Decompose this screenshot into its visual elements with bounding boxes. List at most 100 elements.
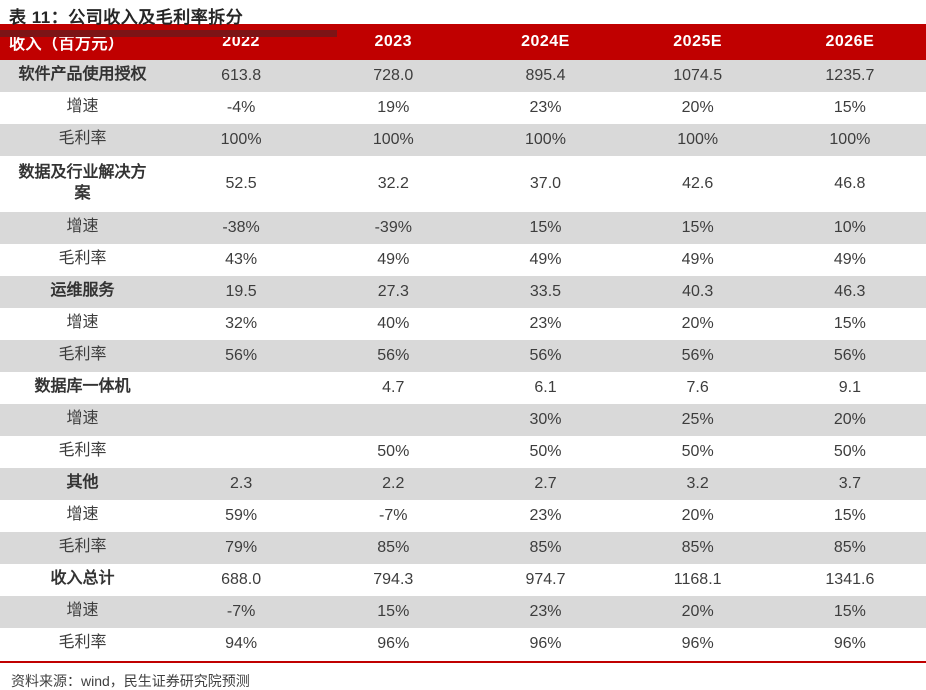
cell-value: 32%: [165, 308, 318, 340]
cell-value: 3.2: [621, 468, 774, 500]
cell-value: 19%: [317, 92, 470, 124]
table-row: 毛利率 79% 85% 85% 85% 85%: [0, 532, 926, 564]
table-row: 增速 59% -7% 23% 20% 15%: [0, 500, 926, 532]
cell-value: 1235.7: [773, 60, 926, 92]
row-label-metric: 毛利率: [0, 340, 165, 372]
row-label-category: 数据库一体机: [0, 372, 165, 404]
table-row: 增速 -7% 15% 23% 20% 15%: [0, 596, 926, 628]
cell-value: 728.0: [317, 60, 470, 92]
cell-value: 56%: [773, 340, 926, 372]
cell-value: 100%: [469, 124, 622, 156]
cell-value: 25%: [621, 404, 774, 436]
cell-value: 40.3: [621, 276, 774, 308]
row-label-text: 毛利率: [58, 634, 107, 652]
cell-value: 49%: [317, 244, 470, 276]
cell-value: [165, 436, 318, 468]
cell-value: 96%: [469, 628, 622, 660]
row-label-text: 收入总计: [50, 570, 115, 588]
row-label-text: 毛利率: [58, 130, 107, 148]
cell-value: 19.5: [165, 276, 318, 308]
column-header-year: 2023: [317, 24, 470, 60]
row-label-metric: 毛利率: [0, 532, 165, 564]
cell-value: [317, 404, 470, 436]
row-label-text: 增速: [66, 98, 99, 116]
cell-value: 4.7: [317, 372, 470, 404]
cell-value: 15%: [773, 92, 926, 124]
table-row: 收入总计 688.0 794.3 974.7 1168.1 1341.6: [0, 564, 926, 596]
table-header: 收入（百万元） 2022 2023 2024E 2025E 2026E: [0, 24, 926, 60]
cell-value: 46.8: [773, 156, 926, 212]
cell-value: 23%: [469, 308, 622, 340]
cell-value: 15%: [773, 308, 926, 340]
cell-value: 10%: [773, 212, 926, 244]
table-row: 数据库一体机 4.7 6.1 7.6 9.1: [0, 372, 926, 404]
cell-value: 23%: [469, 92, 622, 124]
table-row: 其他 2.3 2.2 2.7 3.2 3.7: [0, 468, 926, 500]
column-header-year: 2025E: [621, 24, 774, 60]
row-label-text: 毛利率: [58, 346, 107, 364]
cell-value: 15%: [773, 596, 926, 628]
table-row: 运维服务 19.5 27.3 33.5 40.3 46.3: [0, 276, 926, 308]
table-row: 毛利率 100% 100% 100% 100% 100%: [0, 124, 926, 156]
cell-value: 30%: [469, 404, 622, 436]
cell-value: 85%: [317, 532, 470, 564]
cell-value: 96%: [773, 628, 926, 660]
cell-value: 20%: [621, 596, 774, 628]
cell-value: 1168.1: [621, 564, 774, 596]
cell-value: 49%: [621, 244, 774, 276]
column-header-year: 2024E: [469, 24, 622, 60]
table-row: 数据及行业解决方案 52.5 32.2 37.0 42.6 46.8: [0, 156, 926, 212]
row-label-text: 增速: [66, 410, 99, 428]
cell-value: 20%: [621, 308, 774, 340]
title-underline-rule: [0, 30, 337, 37]
cell-value: 85%: [621, 532, 774, 564]
cell-value: 6.1: [469, 372, 622, 404]
cell-value: 49%: [773, 244, 926, 276]
row-label-metric: 增速: [0, 212, 165, 244]
table-row: 毛利率 43% 49% 49% 49% 49%: [0, 244, 926, 276]
cell-value: 9.1: [773, 372, 926, 404]
cell-value: 59%: [165, 500, 318, 532]
row-label-metric: 毛利率: [0, 436, 165, 468]
cell-value: 32.2: [317, 156, 470, 212]
table-title: 表 11：公司收入及毛利率拆分: [9, 8, 244, 27]
cell-value: 23%: [469, 500, 622, 532]
cell-value: 15%: [773, 500, 926, 532]
table-bottom-rule: [0, 661, 926, 663]
row-label-text: 软件产品使用授权: [18, 66, 147, 84]
revenue-breakdown-table: 收入（百万元） 2022 2023 2024E 2025E 2026E 软件产品使用授权 6…: [0, 24, 926, 660]
cell-value: 100%: [773, 124, 926, 156]
cell-value: 895.4: [469, 60, 622, 92]
cell-value: 43%: [165, 244, 318, 276]
cell-value: 688.0: [165, 564, 318, 596]
table-row: 增速 30% 25% 20%: [0, 404, 926, 436]
source-note: 资料来源：wind，民生证券研究院预测: [11, 673, 250, 689]
cell-value: 37.0: [469, 156, 622, 212]
row-label-category: 软件产品使用授权: [0, 60, 165, 92]
row-label-text: 增速: [66, 314, 99, 332]
table-row: 毛利率 94% 96% 96% 96% 96%: [0, 628, 926, 660]
cell-value: 100%: [317, 124, 470, 156]
cell-value: 52.5: [165, 156, 318, 212]
table-row: 毛利率 50% 50% 50% 50%: [0, 436, 926, 468]
cell-value: [165, 372, 318, 404]
cell-value: 42.6: [621, 156, 774, 212]
row-label-metric: 毛利率: [0, 244, 165, 276]
cell-value: -38%: [165, 212, 318, 244]
row-label-text: 其他: [66, 474, 99, 492]
cell-value: 20%: [621, 92, 774, 124]
cell-value: -4%: [165, 92, 318, 124]
row-label-metric: 增速: [0, 500, 165, 532]
column-header-year: 2026E: [773, 24, 926, 60]
cell-value: 50%: [773, 436, 926, 468]
table-row: 增速 -4% 19% 23% 20% 15%: [0, 92, 926, 124]
cell-value: 40%: [317, 308, 470, 340]
cell-value: 46.3: [773, 276, 926, 308]
cell-value: 15%: [469, 212, 622, 244]
table-body: 软件产品使用授权 613.8 728.0 895.4 1074.5 1235.7 增速 -4%…: [0, 60, 926, 660]
table-row: 毛利率 56% 56% 56% 56% 56%: [0, 340, 926, 372]
cell-value: 49%: [469, 244, 622, 276]
cell-value: 15%: [317, 596, 470, 628]
row-label-text: 增速: [66, 218, 99, 236]
row-label-text: 增速: [66, 506, 99, 524]
